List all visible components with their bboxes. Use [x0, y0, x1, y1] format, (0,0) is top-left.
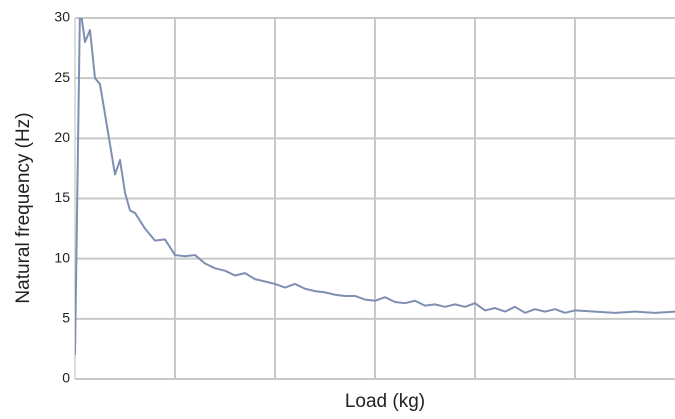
y-tick-label: 10	[54, 249, 70, 265]
y-tick-label: 0	[62, 370, 70, 386]
x-axis-label: Load (kg)	[345, 391, 425, 412]
y-tick-label: 20	[54, 129, 70, 145]
y-tick-label: 25	[54, 69, 70, 85]
data-line	[75, 18, 675, 355]
y-tick-label: 5	[62, 310, 70, 326]
y-tick-label: 30	[54, 9, 70, 25]
y-tick-label: 15	[54, 189, 70, 205]
y-axis-label: Natural frequency (Hz)	[13, 112, 34, 303]
